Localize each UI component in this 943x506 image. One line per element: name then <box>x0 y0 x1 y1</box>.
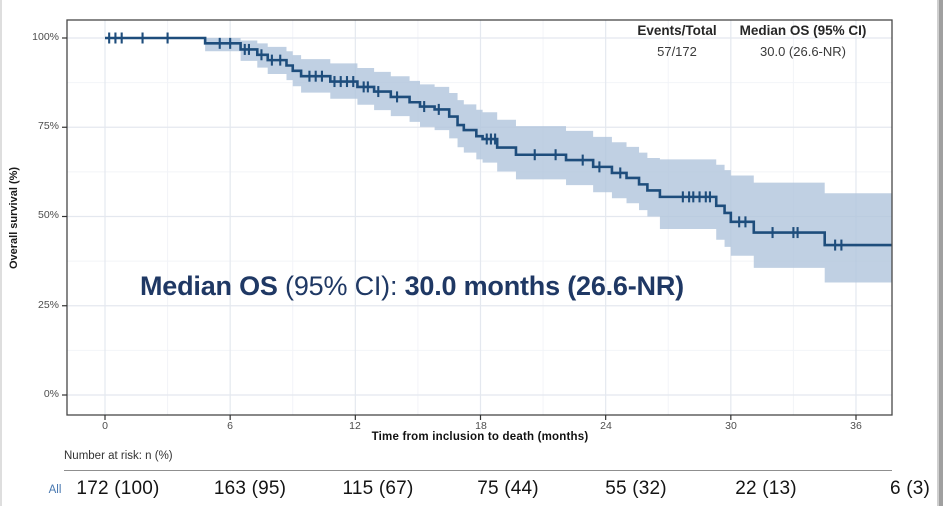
slide-right-edge <box>937 0 943 506</box>
risk-value-36: 6 (3) <box>889 478 931 499</box>
median-os-annotation: Median OS (95% CI): 30.0 months (26.6-NR… <box>140 271 684 302</box>
confidence-band <box>105 38 892 283</box>
risk-value-24: 55 (32) <box>605 478 667 499</box>
risk-value-6: 163 (95) <box>213 478 287 499</box>
y-tick-75: 75% <box>37 120 59 132</box>
annotation-prefix: Median OS <box>140 271 278 301</box>
legend-median-os-header: Median OS (95% CI) <box>739 23 867 38</box>
x-axis-title: Time from inclusion to death (months) <box>371 431 589 443</box>
legend-events-total-value: 57/172 <box>657 44 697 59</box>
annotation-middle: (95% CI): <box>277 271 405 301</box>
censor-marks <box>108 32 843 251</box>
survival-curve <box>105 36 892 247</box>
x-tick-6: 6 <box>227 420 233 432</box>
y-tick-25: 25% <box>37 299 59 311</box>
x-tick-24: 24 <box>600 420 612 432</box>
risk-table-caption: Number at risk: n (%) <box>64 450 173 462</box>
panel-border <box>66 19 893 416</box>
x-tick-18: 18 <box>475 420 487 432</box>
risk-value-12: 115 (67) <box>342 478 414 499</box>
axis-tick-marks <box>62 37 857 420</box>
x-tick-0: 0 <box>102 420 108 432</box>
x-tick-12: 12 <box>349 420 361 432</box>
legend-events-total: Events/Total 57/172 <box>617 21 737 63</box>
x-tick-36: 36 <box>850 420 862 432</box>
risk-value-0: 172 (100) <box>76 478 160 499</box>
legend-events-total-header: Events/Total <box>637 23 717 38</box>
annotation-value: 30.0 months (26.6-NR) <box>404 271 685 301</box>
risk-value-30: 22 (13) <box>735 478 797 499</box>
risk-group-label: All <box>48 484 62 496</box>
slide-left-edge <box>0 0 2 506</box>
y-tick-50: 50% <box>37 209 59 221</box>
legend-median-os-value: 30.0 (26.6-NR) <box>760 44 846 59</box>
y-tick-0: 0% <box>43 388 59 400</box>
risk-value-18: 75 (44) <box>477 478 539 499</box>
risk-table-divider <box>64 470 892 471</box>
x-tick-30: 30 <box>725 420 737 432</box>
y-tick-100: 100% <box>32 31 59 43</box>
legend-median-os: Median OS (95% CI) 30.0 (26.6-NR) <box>727 21 879 63</box>
